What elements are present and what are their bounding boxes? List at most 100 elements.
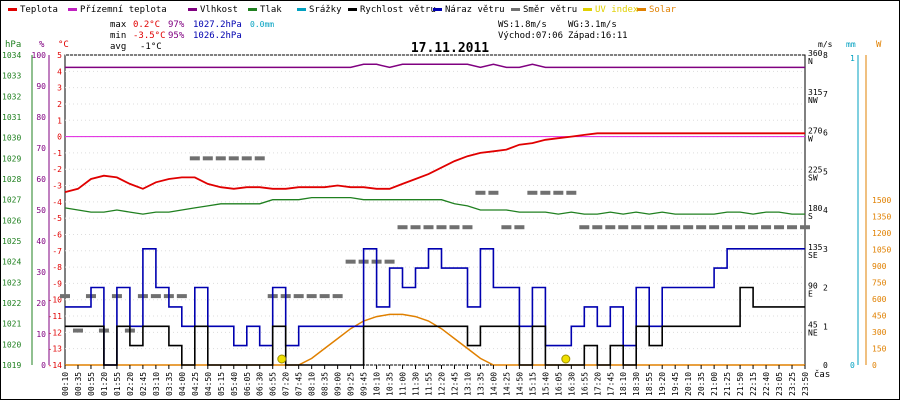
x-tick-label: 06:55 xyxy=(269,372,278,396)
tick-hpa: 1024 xyxy=(2,258,21,267)
dir-mark xyxy=(293,294,304,299)
x-tick-label: 23:50 xyxy=(801,372,810,396)
dir-mark xyxy=(215,156,226,161)
tick-mm: 1 xyxy=(850,54,855,63)
tick-w: 1350 xyxy=(872,213,891,222)
dir-mark xyxy=(670,225,681,230)
x-tick-label: 08:35 xyxy=(321,372,330,396)
dir-mark xyxy=(319,294,330,299)
dir-mark xyxy=(631,225,642,230)
x-tick-label: 18:30 xyxy=(632,372,641,396)
x-tick-label: 01:20 xyxy=(100,372,109,396)
x-tick-label: 07:45 xyxy=(295,372,304,396)
x-tick-label: 18:10 xyxy=(619,372,628,396)
series-wind xyxy=(65,286,805,366)
x-tick-label: 06:05 xyxy=(243,372,252,396)
tick-hpa: 1027 xyxy=(2,196,21,205)
tick-ms: 7 xyxy=(823,90,828,99)
tick-dir-deg: 90 xyxy=(808,282,818,291)
tick-celsius: -8 xyxy=(52,263,62,272)
tick-dir-lbl: SE xyxy=(808,251,818,260)
x-tick-label: 12:20 xyxy=(437,372,446,396)
dir-mark xyxy=(735,225,746,230)
tick-hpa: 1033 xyxy=(2,72,21,81)
tick-dir-deg: 135 xyxy=(808,243,823,252)
axis-unit-hpa: hPa xyxy=(5,40,21,50)
x-tick-label: 19:45 xyxy=(671,372,680,396)
tick-celsius: 4 xyxy=(57,67,62,76)
dir-mark xyxy=(436,225,447,230)
legend-swatch-dir xyxy=(511,8,520,11)
dir-mark xyxy=(748,225,759,230)
x-tick-label: 05:15 xyxy=(217,372,226,396)
legend-label-gust: Náraz větru xyxy=(445,5,505,15)
x-tick-label: 21:00 xyxy=(710,372,719,396)
x-tick-label: 17:20 xyxy=(593,372,602,396)
tick-w: 600 xyxy=(872,295,887,304)
tick-celsius: -5 xyxy=(52,214,62,223)
dir-mark xyxy=(202,156,213,161)
dir-mark xyxy=(332,294,343,299)
axis-unit-w: W xyxy=(876,40,882,50)
tick-pct: 70 xyxy=(36,144,46,153)
dir-mark xyxy=(787,225,798,230)
tick-celsius: 1 xyxy=(57,116,62,125)
plot-area xyxy=(60,63,810,366)
dir-mark xyxy=(475,190,486,195)
dir-mark xyxy=(345,259,356,264)
tick-w: 1200 xyxy=(872,229,891,238)
dir-mark xyxy=(605,225,616,230)
tick-w: 150 xyxy=(872,345,887,354)
x-tick-label: 07:20 xyxy=(282,372,291,396)
tick-hpa: 1034 xyxy=(2,51,21,60)
tick-dir-deg: 360 xyxy=(808,49,823,58)
tick-dir-deg: 225 xyxy=(808,165,823,174)
x-tick-label: 13:10 xyxy=(463,372,472,396)
tick-w: 450 xyxy=(872,312,887,321)
legend-swatch-gust xyxy=(433,8,442,11)
tick-w: 1050 xyxy=(872,246,891,255)
stat-avg-temp: -1°C xyxy=(140,42,162,52)
dir-mark xyxy=(228,156,239,161)
tick-celsius: 5 xyxy=(57,51,62,60)
stat-min-hum: 95% xyxy=(168,31,185,41)
x-tick-label: 14:00 xyxy=(489,372,498,396)
dir-mark xyxy=(306,294,317,299)
tick-hpa: 1025 xyxy=(2,237,21,246)
x-tick-label: 23:25 xyxy=(788,372,797,396)
x-tick-label: 11:00 xyxy=(399,372,408,396)
tick-hpa: 1029 xyxy=(2,154,21,163)
dir-mark xyxy=(540,190,551,195)
dir-mark xyxy=(189,156,200,161)
tick-w: 300 xyxy=(872,328,887,337)
tick-ms: 2 xyxy=(823,284,828,293)
legend-swatch-solar xyxy=(637,8,646,11)
tick-w: 0 xyxy=(872,361,877,370)
x-tick-label: 02:45 xyxy=(139,372,148,396)
series-humidity xyxy=(65,63,805,69)
dir-mark xyxy=(397,225,408,230)
legend-label-rain: Srážky xyxy=(309,5,342,15)
tick-dir-lbl: N xyxy=(808,57,813,66)
x-tick-label: 16:55 xyxy=(580,372,589,396)
stat-ws: WS:1.8m/s xyxy=(498,20,547,30)
dir-mark xyxy=(592,225,603,230)
tick-celsius: -7 xyxy=(52,247,62,256)
legend-swatch-pressure xyxy=(248,8,257,11)
x-tick-label: 01:55 xyxy=(113,372,122,396)
sun-marker-0 xyxy=(277,354,287,364)
dir-mark xyxy=(176,294,187,299)
x-tick-label: 02:20 xyxy=(126,372,135,396)
legend-label-solar: Solar xyxy=(649,5,677,15)
x-tick-label: 22:40 xyxy=(762,372,771,396)
legend-label-uv: UV index xyxy=(595,5,639,15)
dir-mark xyxy=(696,225,707,230)
legend-label-feels: Přízemní teplota xyxy=(80,5,167,15)
tick-w: 900 xyxy=(872,262,887,271)
x-tick-label: 04:25 xyxy=(191,372,200,396)
tick-hpa: 1023 xyxy=(2,278,21,287)
tick-ms: 4 xyxy=(823,206,828,215)
dir-mark xyxy=(384,259,395,264)
